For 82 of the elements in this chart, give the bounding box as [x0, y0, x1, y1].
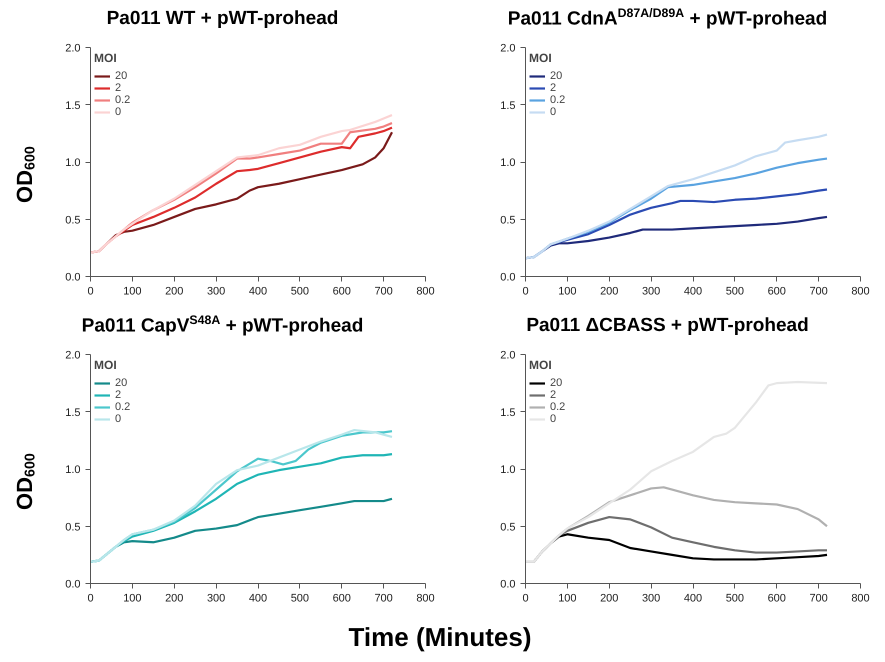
y-tick-label: 0.5: [500, 214, 516, 226]
x-tick-label: 700: [374, 592, 393, 604]
x-tick-label: 800: [416, 286, 435, 298]
chart-title: Pa011 ΔCBASS + pWT-prohead: [526, 314, 809, 338]
y-tick-label: 1.5: [500, 406, 516, 419]
x-tick-label: 100: [123, 592, 142, 604]
x-tick-label: 600: [332, 592, 351, 604]
x-tick-label: 500: [290, 286, 310, 298]
y-tick-label: 0.0: [500, 272, 516, 284]
x-tick-label: 200: [600, 592, 618, 604]
y-tick-label: 1.0: [65, 464, 81, 476]
x-tick-label: 700: [809, 592, 828, 604]
legend-label: 0.2: [550, 94, 566, 106]
legend-label: 0.2: [115, 94, 132, 106]
x-tick-label: 700: [374, 286, 393, 298]
x-tick-label: 800: [851, 592, 870, 604]
x-tick-label: 600: [768, 286, 786, 298]
x-tick-label: 0: [87, 286, 94, 298]
x-tick-label: 300: [642, 286, 660, 298]
x-tick-label: 100: [123, 286, 142, 298]
legend-title: MOI: [94, 358, 118, 372]
legend-label: 0.2: [550, 401, 566, 413]
legend-label: 20: [550, 70, 564, 82]
x-tick-label: 800: [416, 592, 435, 604]
y-tick-label: 2.0: [500, 42, 516, 54]
chart-title: Pa011 CdnA$^{D87A/D89A}$ + pWT-prohead: [508, 5, 828, 32]
legend-label: 0: [115, 106, 122, 118]
x-tick-label: 500: [290, 592, 310, 604]
x-tick-label: 0: [522, 286, 529, 298]
y-tick-label: 0.0: [65, 578, 81, 590]
x-tick-label: 500: [726, 592, 744, 604]
y-tick-label: 0.5: [500, 521, 516, 534]
legend-title: MOI: [529, 51, 553, 65]
x-tick-label: 400: [684, 592, 702, 604]
legend-label: 20: [115, 70, 128, 82]
legend-label: 2: [550, 82, 558, 94]
y-tick-label: 1.0: [500, 464, 516, 476]
x-tick-label: 200: [165, 286, 184, 298]
legend-label: 0: [550, 413, 558, 425]
y-tick-label: 0.0: [65, 272, 81, 284]
y-tick-label: 1.5: [65, 406, 81, 419]
legend-title: MOI: [529, 358, 553, 372]
chart-title: Pa011 CapV$^{S48A}$ + pWT-prohead: [82, 312, 364, 338]
x-tick-label: 700: [809, 286, 828, 298]
x-tick-label: 800: [851, 286, 870, 298]
x-tick-label: 500: [726, 286, 744, 298]
y-tick-label: 2.0: [500, 350, 516, 362]
y-tick-label: 2.0: [65, 350, 81, 362]
legend-label: 0.2: [115, 401, 132, 413]
x-tick-label: 0: [522, 592, 529, 604]
legend-label: 20: [115, 377, 128, 389]
y-tick-label: 1.5: [500, 100, 516, 112]
y-tick-label: 1.0: [65, 157, 81, 169]
line-series: [526, 133, 828, 260]
x-tick-label: 100: [558, 286, 577, 298]
legend-label: 0: [115, 413, 122, 425]
y-tick-label: 2.0: [65, 42, 81, 54]
x-tick-label: 600: [332, 286, 351, 298]
legend-title: MOI: [94, 51, 118, 65]
x-tick-label: 100: [558, 592, 577, 604]
legend-label: 2: [115, 389, 122, 401]
x-tick-label: 400: [248, 592, 268, 604]
legend-label: 2: [115, 82, 122, 94]
legend-label: 20: [550, 377, 564, 389]
x-tick-label: 300: [642, 592, 660, 604]
x-tick-label: 200: [600, 286, 618, 298]
y-tick-label: 0.5: [65, 214, 81, 226]
x-tick-label: 300: [206, 286, 226, 298]
y-tick-label: 1.5: [65, 100, 81, 112]
legend-label: 2: [550, 389, 558, 401]
legend-label: 0: [550, 106, 558, 118]
x-tick-label: 0: [87, 592, 94, 604]
x-tick-label: 600: [768, 592, 786, 604]
x-tick-label: 300: [206, 592, 226, 604]
y-tick-label: 0.5: [65, 521, 81, 534]
x-axis-title: Time (Minutes): [348, 621, 532, 654]
y-tick-label: 1.0: [500, 157, 516, 169]
chart-title: Pa011 WT + pWT-prohead: [106, 7, 338, 31]
x-tick-label: 400: [248, 286, 268, 298]
x-tick-label: 200: [165, 592, 184, 604]
x-tick-label: 400: [684, 286, 702, 298]
y-tick-label: 0.0: [500, 578, 516, 590]
